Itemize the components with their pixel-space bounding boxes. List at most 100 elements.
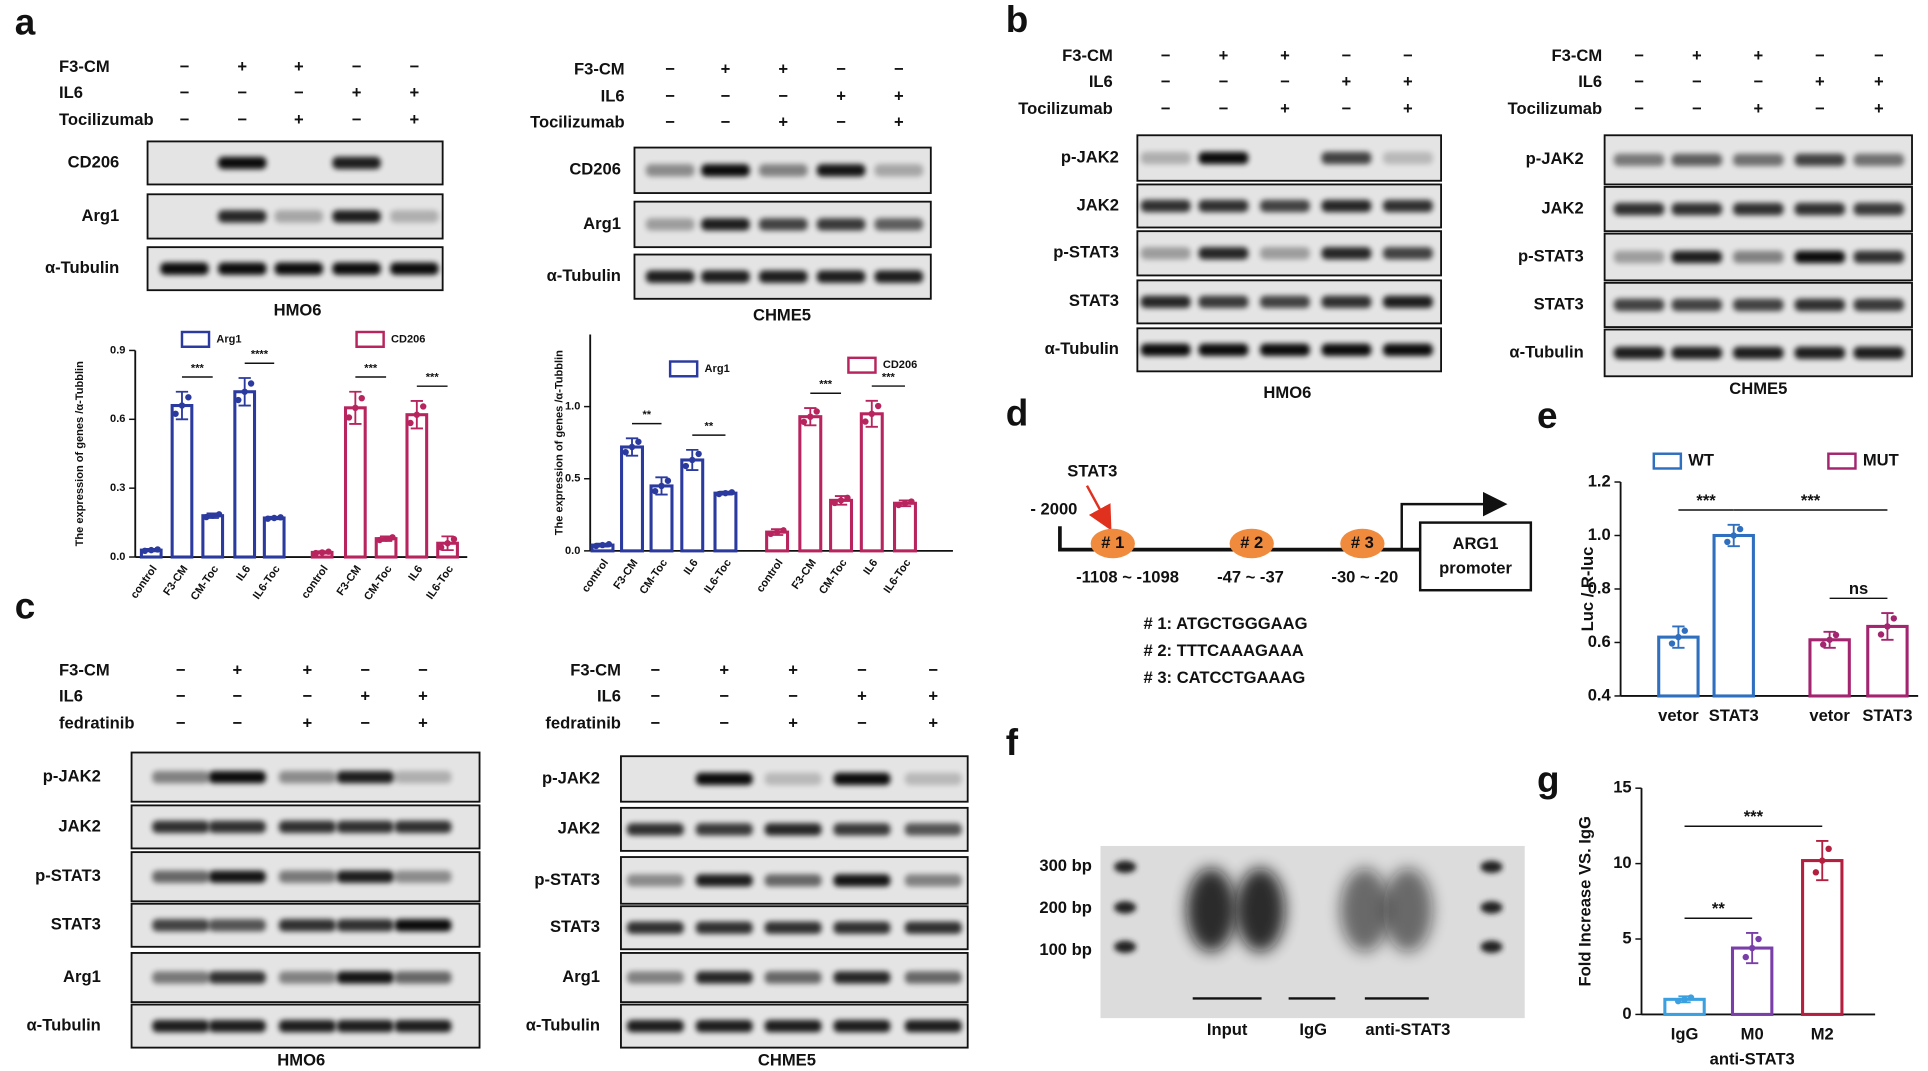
x-tick-label: vetor <box>1658 706 1699 725</box>
data-point <box>389 534 396 541</box>
binding-site <box>1229 528 1274 559</box>
x-tick-label: IL6 <box>682 557 701 577</box>
data-point <box>664 477 672 484</box>
blot-band <box>336 870 394 883</box>
treatment-sign: + <box>303 661 313 680</box>
blot-band <box>1140 247 1191 260</box>
band-label: α-Tubulin <box>45 258 119 277</box>
data-point <box>437 544 445 551</box>
treatment-sign: − <box>651 661 661 680</box>
gel-smear <box>1383 868 1433 952</box>
data-point <box>831 499 838 507</box>
significance-label: *** <box>191 362 205 374</box>
x-tick-label: STAT3 <box>1862 706 1912 725</box>
y-tick-label: 0.4 <box>1588 685 1612 704</box>
bar <box>620 445 644 553</box>
blot-band <box>394 919 452 932</box>
treatment-sign: − <box>176 661 186 680</box>
treatment-sign: − <box>176 687 186 706</box>
treatment-sign: − <box>894 59 904 78</box>
data-point <box>407 419 414 427</box>
data-point <box>599 541 606 549</box>
blot-band <box>1853 153 1905 167</box>
significance-label: **** <box>251 349 269 361</box>
data-point <box>862 418 869 425</box>
data-point <box>844 494 851 501</box>
blot-band <box>1140 151 1191 165</box>
blot-band <box>394 820 452 834</box>
site-sequence: # 2: TTTCAAAGAAA <box>1144 641 1304 660</box>
tss-arrow <box>1400 491 1508 550</box>
treatment-label: IL6 <box>1089 72 1113 91</box>
ladder-band <box>1114 940 1137 953</box>
treatment-label: F3-CM <box>1552 46 1603 65</box>
legend-label: Arg1 <box>216 333 241 345</box>
treatment-sign: + <box>360 687 370 706</box>
treatment-sign: − <box>651 687 661 706</box>
blot-band <box>1671 250 1723 264</box>
site-sequence: # 1: ATGCTGGGAAG <box>1144 614 1308 633</box>
blot-band <box>152 820 210 834</box>
x-tick-label: control <box>754 557 785 595</box>
legend-swatch <box>355 330 385 348</box>
band-label: CD206 <box>569 160 621 179</box>
significance-label: *** <box>1744 807 1764 826</box>
data-point <box>1687 994 1695 1001</box>
treatment-sign: − <box>410 57 420 76</box>
blot-band <box>332 210 381 223</box>
cell-line: HMO6 <box>277 1051 325 1070</box>
blot-band <box>278 919 336 932</box>
treatment-label: F3-CM <box>570 661 621 680</box>
treatment-label: F3-CM <box>59 57 110 76</box>
data-point <box>1890 615 1898 622</box>
treatment-sign: − <box>352 57 362 76</box>
legend-label: MUT <box>1863 450 1899 469</box>
data-point <box>1668 640 1676 647</box>
blot-band <box>645 218 695 231</box>
significance-label: *** <box>1696 491 1716 510</box>
blot-band <box>1733 346 1784 360</box>
x-tick-label: IL6 <box>406 563 425 583</box>
treatment-label: F3-CM <box>574 59 625 78</box>
blot-band <box>833 1019 891 1033</box>
treatment-sign: − <box>303 687 313 706</box>
treatment-sign: + <box>721 59 731 78</box>
treatment-sign: − <box>232 687 242 706</box>
blot-band <box>278 820 336 834</box>
marker-label: 200 bp <box>1039 898 1092 917</box>
blot-band <box>1140 295 1191 309</box>
significance-label: *** <box>882 371 896 383</box>
treatment-sign: − <box>237 110 247 129</box>
band-label: CD206 <box>68 152 120 171</box>
band-label: α-Tubulin <box>1509 342 1583 361</box>
ladder-band <box>1480 901 1503 914</box>
blot-band <box>390 262 439 275</box>
blot-band <box>626 874 684 887</box>
treatment-label: Tocilizumab <box>530 112 625 131</box>
data-point <box>264 515 272 522</box>
treatment-label: Tocilizumab <box>1508 99 1603 118</box>
blot-band <box>208 820 266 834</box>
y-tick-label: 0.8 <box>1588 578 1611 597</box>
legend-swatch <box>1827 452 1857 470</box>
data-point <box>807 413 814 420</box>
treatment-sign: − <box>352 110 362 129</box>
treatment-sign: − <box>1634 72 1644 91</box>
panel-letter: b <box>1006 0 1029 40</box>
blot-band <box>1321 343 1372 356</box>
treatment-sign: − <box>237 83 247 102</box>
panel-letter: e <box>1537 395 1558 436</box>
data-point <box>141 547 149 555</box>
blot-band <box>626 823 684 836</box>
band-label: Arg1 <box>562 967 600 986</box>
band-label: STAT3 <box>1069 291 1119 310</box>
data-point <box>874 402 882 410</box>
x-tick-label: STAT3 <box>1709 706 1759 725</box>
blot-band <box>1613 346 1665 360</box>
treatment-sign: + <box>1342 72 1352 91</box>
treatment-label: fedratinib <box>545 714 621 733</box>
blot-band <box>904 921 962 934</box>
x-tick-label: F3-CM <box>161 563 190 598</box>
legend-label: WT <box>1688 450 1714 469</box>
x-axis-label: anti-STAT3 <box>1710 1049 1795 1068</box>
